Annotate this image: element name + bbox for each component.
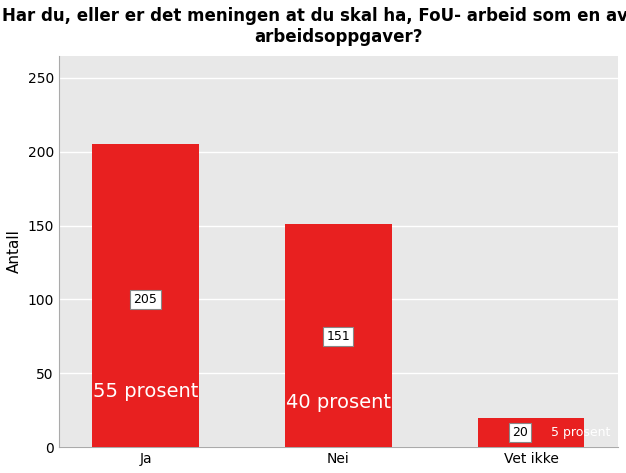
Text: 5 prosent: 5 prosent <box>551 426 610 439</box>
Text: 55 prosent: 55 prosent <box>93 382 198 401</box>
Text: 40 prosent: 40 prosent <box>286 394 391 412</box>
Bar <box>285 224 391 447</box>
Bar <box>478 418 585 447</box>
Text: 205: 205 <box>133 293 158 306</box>
Text: 20: 20 <box>512 426 528 439</box>
Bar <box>93 144 198 447</box>
Text: 151: 151 <box>327 330 351 343</box>
Y-axis label: Antall: Antall <box>7 229 22 273</box>
Title: Har du, eller er det meningen at du skal ha, FoU- arbeid som en av dine
arbeidso: Har du, eller er det meningen at du skal… <box>3 7 626 46</box>
